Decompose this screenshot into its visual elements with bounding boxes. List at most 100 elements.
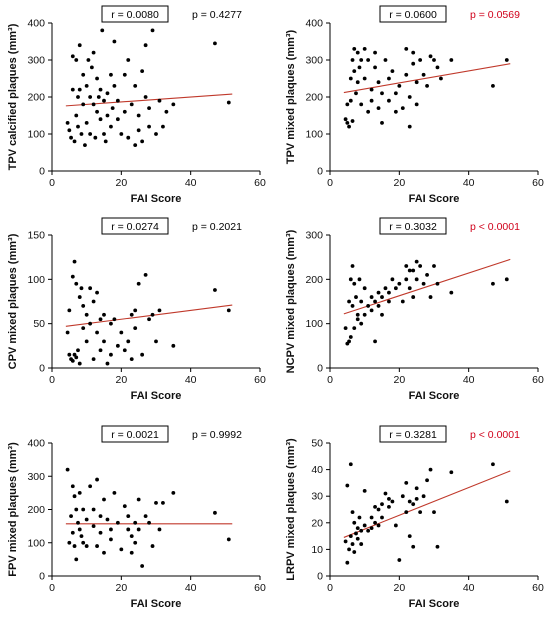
data-point: [432, 510, 436, 515]
x-tick-label: 0: [327, 374, 333, 386]
data-point: [414, 486, 419, 491]
data-point: [119, 547, 124, 552]
data-point: [380, 121, 384, 125]
data-point: [362, 488, 367, 493]
r-box: [379, 425, 447, 443]
data-point: [67, 540, 72, 545]
data-point: [147, 124, 151, 129]
data-point: [414, 277, 419, 282]
data-point: [400, 106, 405, 110]
x-tick-label: 40: [463, 374, 475, 386]
data-point: [354, 91, 358, 96]
data-point: [362, 286, 367, 291]
data-point: [129, 312, 134, 317]
data-point: [369, 308, 374, 313]
data-point: [136, 281, 141, 286]
data-point: [70, 87, 75, 92]
data-point: [421, 494, 426, 499]
data-point: [355, 317, 360, 322]
x-ticks: 0 20 40 60: [49, 171, 266, 189]
data-point: [345, 560, 350, 565]
data-points: [343, 259, 509, 346]
x-axis-title: FAI Score: [409, 193, 460, 205]
data-point: [359, 542, 364, 546]
data-point: [84, 544, 89, 548]
data-point: [84, 84, 89, 88]
panel-tpv-mixed: 0 20 40 60 0 100 200 300 400 FAI Score TPV mixe…: [285, 5, 544, 205]
data-point: [93, 135, 98, 140]
y-tick-label: 300: [305, 230, 323, 242]
y-ticks: 0 50 100 150: [27, 230, 52, 375]
panel-ncpv-mixed: 0 20 40 60 0 100 200 300 FAI Score NCPV mixed …: [285, 217, 544, 402]
data-point: [136, 113, 141, 118]
data-point: [98, 87, 103, 92]
data-point: [76, 348, 80, 353]
data-point: [86, 58, 91, 62]
data-point: [354, 531, 358, 536]
data-point: [411, 295, 416, 299]
data-point: [421, 72, 426, 77]
y-tick-label: 100: [305, 318, 323, 330]
y-tick-label: 40: [311, 464, 323, 476]
data-point: [432, 264, 436, 268]
y-tick-label: 100: [27, 537, 45, 549]
data-point: [504, 277, 509, 282]
data-point: [133, 143, 138, 148]
data-point: [136, 497, 141, 502]
data-point: [77, 361, 82, 366]
data-point: [74, 507, 79, 512]
data-point: [347, 299, 351, 304]
data-point: [491, 84, 495, 88]
data-point: [439, 76, 443, 81]
data-point: [414, 259, 419, 264]
data-point: [102, 339, 106, 344]
data-point: [122, 348, 127, 353]
data-point: [171, 343, 176, 348]
data-point: [373, 50, 377, 55]
data-point: [380, 91, 384, 96]
data-point: [157, 308, 162, 313]
data-point: [77, 490, 82, 495]
data-point: [411, 268, 416, 273]
y-tick-label: 0: [39, 571, 45, 583]
data-point: [404, 47, 409, 51]
data-point: [84, 517, 89, 522]
x-tick-label: 0: [49, 582, 55, 594]
data-point: [157, 98, 162, 103]
y-tick-label: 0: [39, 166, 45, 178]
data-point: [91, 102, 96, 107]
x-tick-label: 20: [393, 177, 405, 189]
data-point: [432, 58, 436, 62]
data-point: [88, 321, 93, 326]
data-point: [100, 28, 105, 33]
data-point: [77, 43, 82, 48]
data-point: [213, 41, 217, 46]
data-point: [373, 299, 377, 304]
y-tick-label: 300: [27, 471, 45, 483]
data-point: [407, 268, 412, 273]
data-point: [109, 72, 113, 77]
data-point: [362, 523, 367, 528]
x-tick-label: 60: [532, 177, 544, 189]
x-tick-label: 40: [463, 177, 475, 189]
data-points: [65, 28, 231, 148]
data-point: [380, 295, 384, 299]
y-axis-title: LRPV mixed plaques (mm³): [285, 438, 297, 581]
data-point: [226, 100, 231, 105]
panel-tpv-calcified: 0 20 40 60 0 100 200 300 400 FAI Score TPV calc…: [7, 5, 266, 205]
data-point: [366, 109, 371, 114]
x-tick-label: 20: [393, 582, 405, 594]
data-point: [425, 273, 429, 277]
data-point: [81, 540, 86, 545]
data-point: [397, 84, 402, 88]
data-point: [421, 281, 426, 286]
data-point: [109, 321, 113, 326]
y-tick-label: 200: [27, 504, 45, 516]
data-point: [129, 550, 134, 555]
data-point: [84, 121, 89, 125]
data-point: [76, 124, 80, 129]
r-value: r = 0.0274: [111, 221, 159, 233]
x-ticks: 0 20 40 60: [327, 368, 544, 386]
data-point: [411, 50, 416, 55]
